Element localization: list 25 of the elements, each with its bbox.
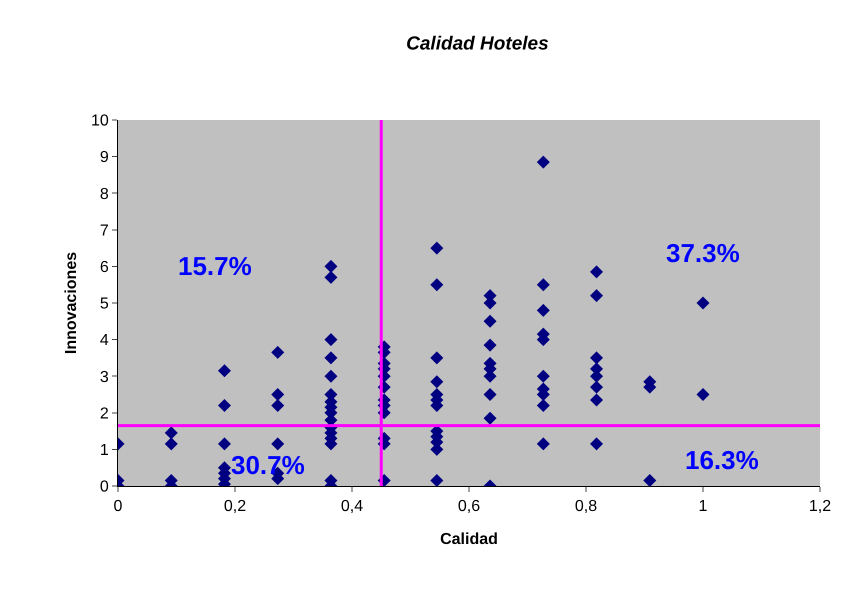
x-tick-label: 0,6 <box>458 498 480 516</box>
annotation: 37.3% <box>666 238 740 268</box>
y-tick-label: 9 <box>100 149 109 166</box>
y-tick-label: 1 <box>100 442 109 459</box>
y-tick-label: 5 <box>100 296 109 313</box>
x-tick-label: 1 <box>698 498 708 516</box>
annotation: 30.7% <box>231 450 305 480</box>
y-tick-label: 6 <box>100 259 109 276</box>
x-tick-label: 1,2 <box>808 498 832 516</box>
annotation: 15.7% <box>178 251 252 281</box>
annotation: 16.3% <box>685 445 759 475</box>
x-axis-title: Calidad <box>440 531 498 548</box>
y-tick-label: 3 <box>100 368 109 386</box>
y-tick-label: 4 <box>100 332 109 350</box>
y-tick-label: 0 <box>100 478 109 496</box>
x-tick-label: 0,2 <box>224 498 246 516</box>
y-axis-title: Innovaciones <box>63 252 80 354</box>
chart-title: Calidad Hoteles <box>406 33 549 54</box>
y-tick-label: 2 <box>100 405 109 422</box>
x-tick-label: 0,8 <box>574 498 598 516</box>
x-tick-label: 0 <box>114 498 123 516</box>
y-tick-label: 10 <box>91 112 109 130</box>
y-tick-label: 8 <box>100 186 109 203</box>
x-tick-label: 0,4 <box>340 498 364 516</box>
y-tick-label: 7 <box>100 222 109 240</box>
